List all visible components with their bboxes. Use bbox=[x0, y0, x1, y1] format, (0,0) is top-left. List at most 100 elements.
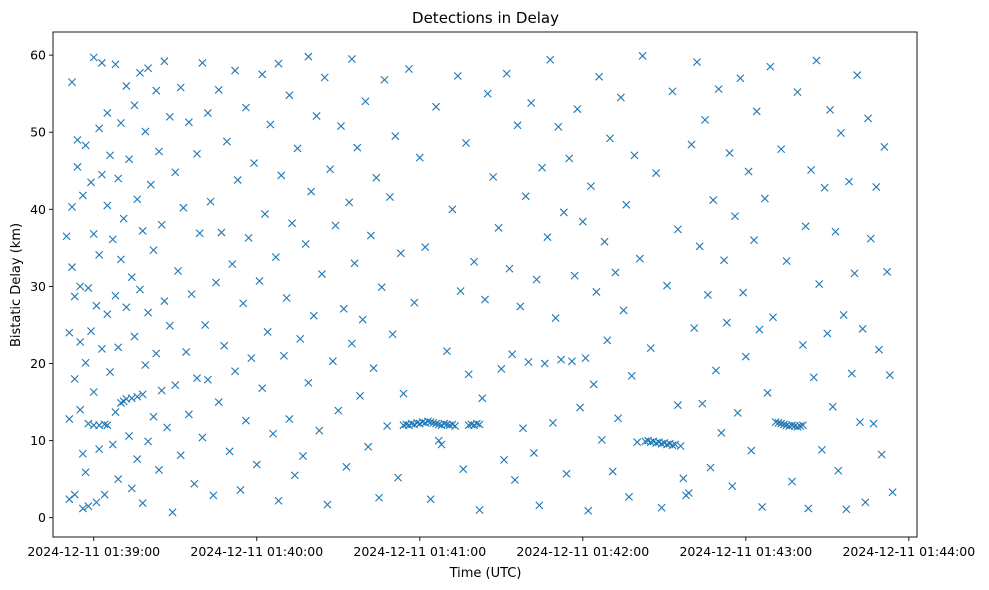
data-point bbox=[258, 384, 267, 393]
data-point bbox=[475, 420, 484, 429]
data-point bbox=[81, 141, 90, 150]
data-point bbox=[690, 324, 699, 333]
data-point bbox=[78, 504, 87, 513]
y-tick-label: 20 bbox=[30, 356, 46, 371]
data-point bbox=[616, 93, 625, 102]
data-point bbox=[97, 170, 106, 179]
data-point bbox=[701, 115, 710, 124]
data-point bbox=[135, 68, 144, 77]
data-point bbox=[529, 448, 538, 457]
data-point bbox=[415, 153, 424, 162]
data-point bbox=[252, 460, 261, 469]
data-point bbox=[239, 299, 248, 308]
data-point bbox=[304, 378, 313, 387]
data-point bbox=[755, 325, 764, 334]
data-point bbox=[714, 85, 723, 94]
data-point bbox=[437, 440, 446, 449]
data-point bbox=[793, 422, 802, 431]
data-point bbox=[157, 220, 166, 229]
data-point bbox=[855, 418, 864, 427]
data-point bbox=[864, 114, 873, 123]
data-point bbox=[298, 452, 307, 461]
data-point bbox=[383, 421, 392, 430]
data-point bbox=[233, 176, 242, 185]
data-point bbox=[861, 498, 870, 507]
data-point bbox=[567, 357, 576, 366]
data-point bbox=[527, 98, 536, 107]
data-point bbox=[103, 421, 112, 430]
data-point bbox=[622, 200, 631, 209]
data-point bbox=[154, 465, 163, 474]
data-point bbox=[312, 112, 321, 121]
data-point bbox=[203, 108, 212, 117]
data-point bbox=[595, 72, 604, 81]
x-axis-ticks: 2024-12-11 01:39:00 2024-12-11 01:40:00 20… bbox=[27, 537, 975, 559]
data-point bbox=[288, 219, 297, 228]
data-point bbox=[888, 488, 897, 497]
data-point bbox=[603, 336, 612, 345]
data-point bbox=[92, 301, 101, 310]
data-point bbox=[97, 58, 106, 67]
data-point bbox=[214, 398, 223, 407]
data-point bbox=[663, 281, 672, 290]
data-point bbox=[817, 445, 826, 454]
data-point bbox=[521, 192, 530, 201]
data-point bbox=[70, 490, 79, 499]
data-point bbox=[65, 495, 74, 504]
data-point bbox=[76, 282, 85, 291]
data-point bbox=[152, 349, 161, 358]
data-point bbox=[125, 155, 134, 164]
data-point bbox=[337, 122, 345, 131]
data-point bbox=[809, 373, 818, 382]
data-point bbox=[320, 73, 329, 82]
data-point bbox=[65, 328, 74, 337]
data-point bbox=[826, 105, 835, 114]
data-point bbox=[92, 498, 101, 507]
y-axis-ticks: 0 10 20 30 40 50 60 bbox=[30, 48, 53, 525]
data-point bbox=[138, 226, 147, 235]
data-point bbox=[646, 344, 655, 353]
data-point bbox=[317, 270, 326, 279]
data-point bbox=[777, 145, 786, 154]
x-tick-label: 2024-12-11 01:43:00 bbox=[679, 544, 812, 559]
data-point bbox=[853, 71, 862, 80]
data-point bbox=[138, 390, 147, 399]
data-point bbox=[154, 147, 163, 156]
data-point bbox=[570, 271, 579, 280]
data-point bbox=[76, 405, 85, 414]
data-point bbox=[692, 58, 701, 67]
data-point bbox=[391, 132, 400, 141]
data-point bbox=[274, 59, 283, 68]
data-point bbox=[89, 53, 98, 62]
data-point bbox=[578, 217, 587, 226]
data-point bbox=[377, 283, 386, 292]
data-point bbox=[345, 198, 354, 207]
data-point bbox=[505, 264, 514, 273]
data-point bbox=[771, 418, 780, 427]
data-point bbox=[250, 159, 259, 168]
x-tick-label: 2024-12-11 01:44:00 bbox=[842, 544, 975, 559]
data-point bbox=[285, 415, 294, 424]
data-point bbox=[81, 468, 90, 477]
data-point bbox=[725, 149, 734, 158]
data-point bbox=[157, 386, 166, 395]
data-point bbox=[758, 502, 767, 511]
data-point bbox=[217, 228, 226, 237]
data-point bbox=[127, 394, 136, 403]
data-point bbox=[173, 267, 182, 275]
y-tick-label: 0 bbox=[38, 510, 46, 525]
data-point bbox=[190, 479, 199, 488]
data-point bbox=[883, 267, 892, 276]
data-point bbox=[396, 249, 405, 258]
data-point bbox=[638, 51, 647, 60]
data-point bbox=[78, 449, 87, 458]
data-point bbox=[633, 438, 642, 447]
data-point bbox=[347, 339, 356, 348]
data-point bbox=[630, 151, 639, 160]
data-point bbox=[106, 368, 115, 376]
data-point bbox=[872, 182, 881, 191]
data-point bbox=[111, 291, 120, 300]
data-point bbox=[195, 229, 204, 238]
data-point bbox=[116, 118, 125, 127]
